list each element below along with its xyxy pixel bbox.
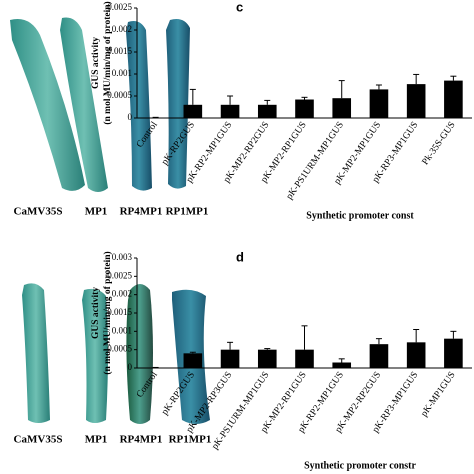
bar <box>220 104 240 118</box>
y-tick-label: 0.002 <box>112 24 132 34</box>
y-tick-label: 0 <box>128 112 133 122</box>
photo-label: CaMV35S <box>14 206 63 218</box>
photo-label: MP1 <box>85 206 108 218</box>
bar <box>406 342 426 368</box>
x-tick-label: pK-MP1GUS <box>419 370 457 419</box>
bar <box>332 362 352 368</box>
bar <box>444 338 463 368</box>
photo-label: CaMV35S <box>14 434 63 446</box>
y-title: (n mol MU/min/mg of protein) <box>102 1 113 124</box>
bar <box>220 349 240 368</box>
y-title: GUS activity <box>91 287 101 339</box>
x-tick-label: Pk-35S-GUS <box>421 120 458 167</box>
photo-label: RP4MP1 <box>120 206 163 218</box>
y-tick-label: 0 <box>128 362 133 372</box>
bar <box>369 89 389 118</box>
bar <box>257 349 277 368</box>
y-tick-label: 0.0025 <box>107 2 132 12</box>
panel-letter: d <box>236 249 244 264</box>
y-tick-label: 0.0015 <box>107 307 132 317</box>
y-tick-label: 0.001 <box>112 68 132 78</box>
y-tick-label: 0.0005 <box>107 90 132 100</box>
photo-label: RP1MP1 <box>166 206 209 218</box>
bar <box>183 104 203 118</box>
bar <box>406 84 426 118</box>
photo-label: MP1 <box>85 434 108 446</box>
x-title: Synthetic promoter const <box>306 210 414 221</box>
bar <box>257 104 277 118</box>
bar <box>295 349 314 368</box>
bar <box>332 98 352 118</box>
bar <box>369 344 389 368</box>
bar <box>183 353 203 368</box>
y-tick-label: 0.0015 <box>107 46 132 56</box>
bar <box>444 80 463 118</box>
photo-label: RP4MP1 <box>120 434 163 446</box>
photo-bottom <box>22 283 210 424</box>
y-tick-label: 0.002 <box>112 289 132 299</box>
bar <box>295 99 314 118</box>
y-tick-label: 0.0025 <box>107 270 132 280</box>
y-tick-label: 0.001 <box>112 325 132 335</box>
photo-top <box>10 17 190 192</box>
panel-letter: c <box>236 0 243 14</box>
y-tick-label: 0.0005 <box>107 344 132 354</box>
y-tick-label: 0.003 <box>112 252 133 262</box>
x-title: Synthetic promoter constr <box>304 460 416 471</box>
photo-label: RP1MP1 <box>169 434 212 446</box>
y-title: (n mol MU/min/mg of protein) <box>102 251 113 374</box>
y-title: GUS activity <box>91 37 101 89</box>
